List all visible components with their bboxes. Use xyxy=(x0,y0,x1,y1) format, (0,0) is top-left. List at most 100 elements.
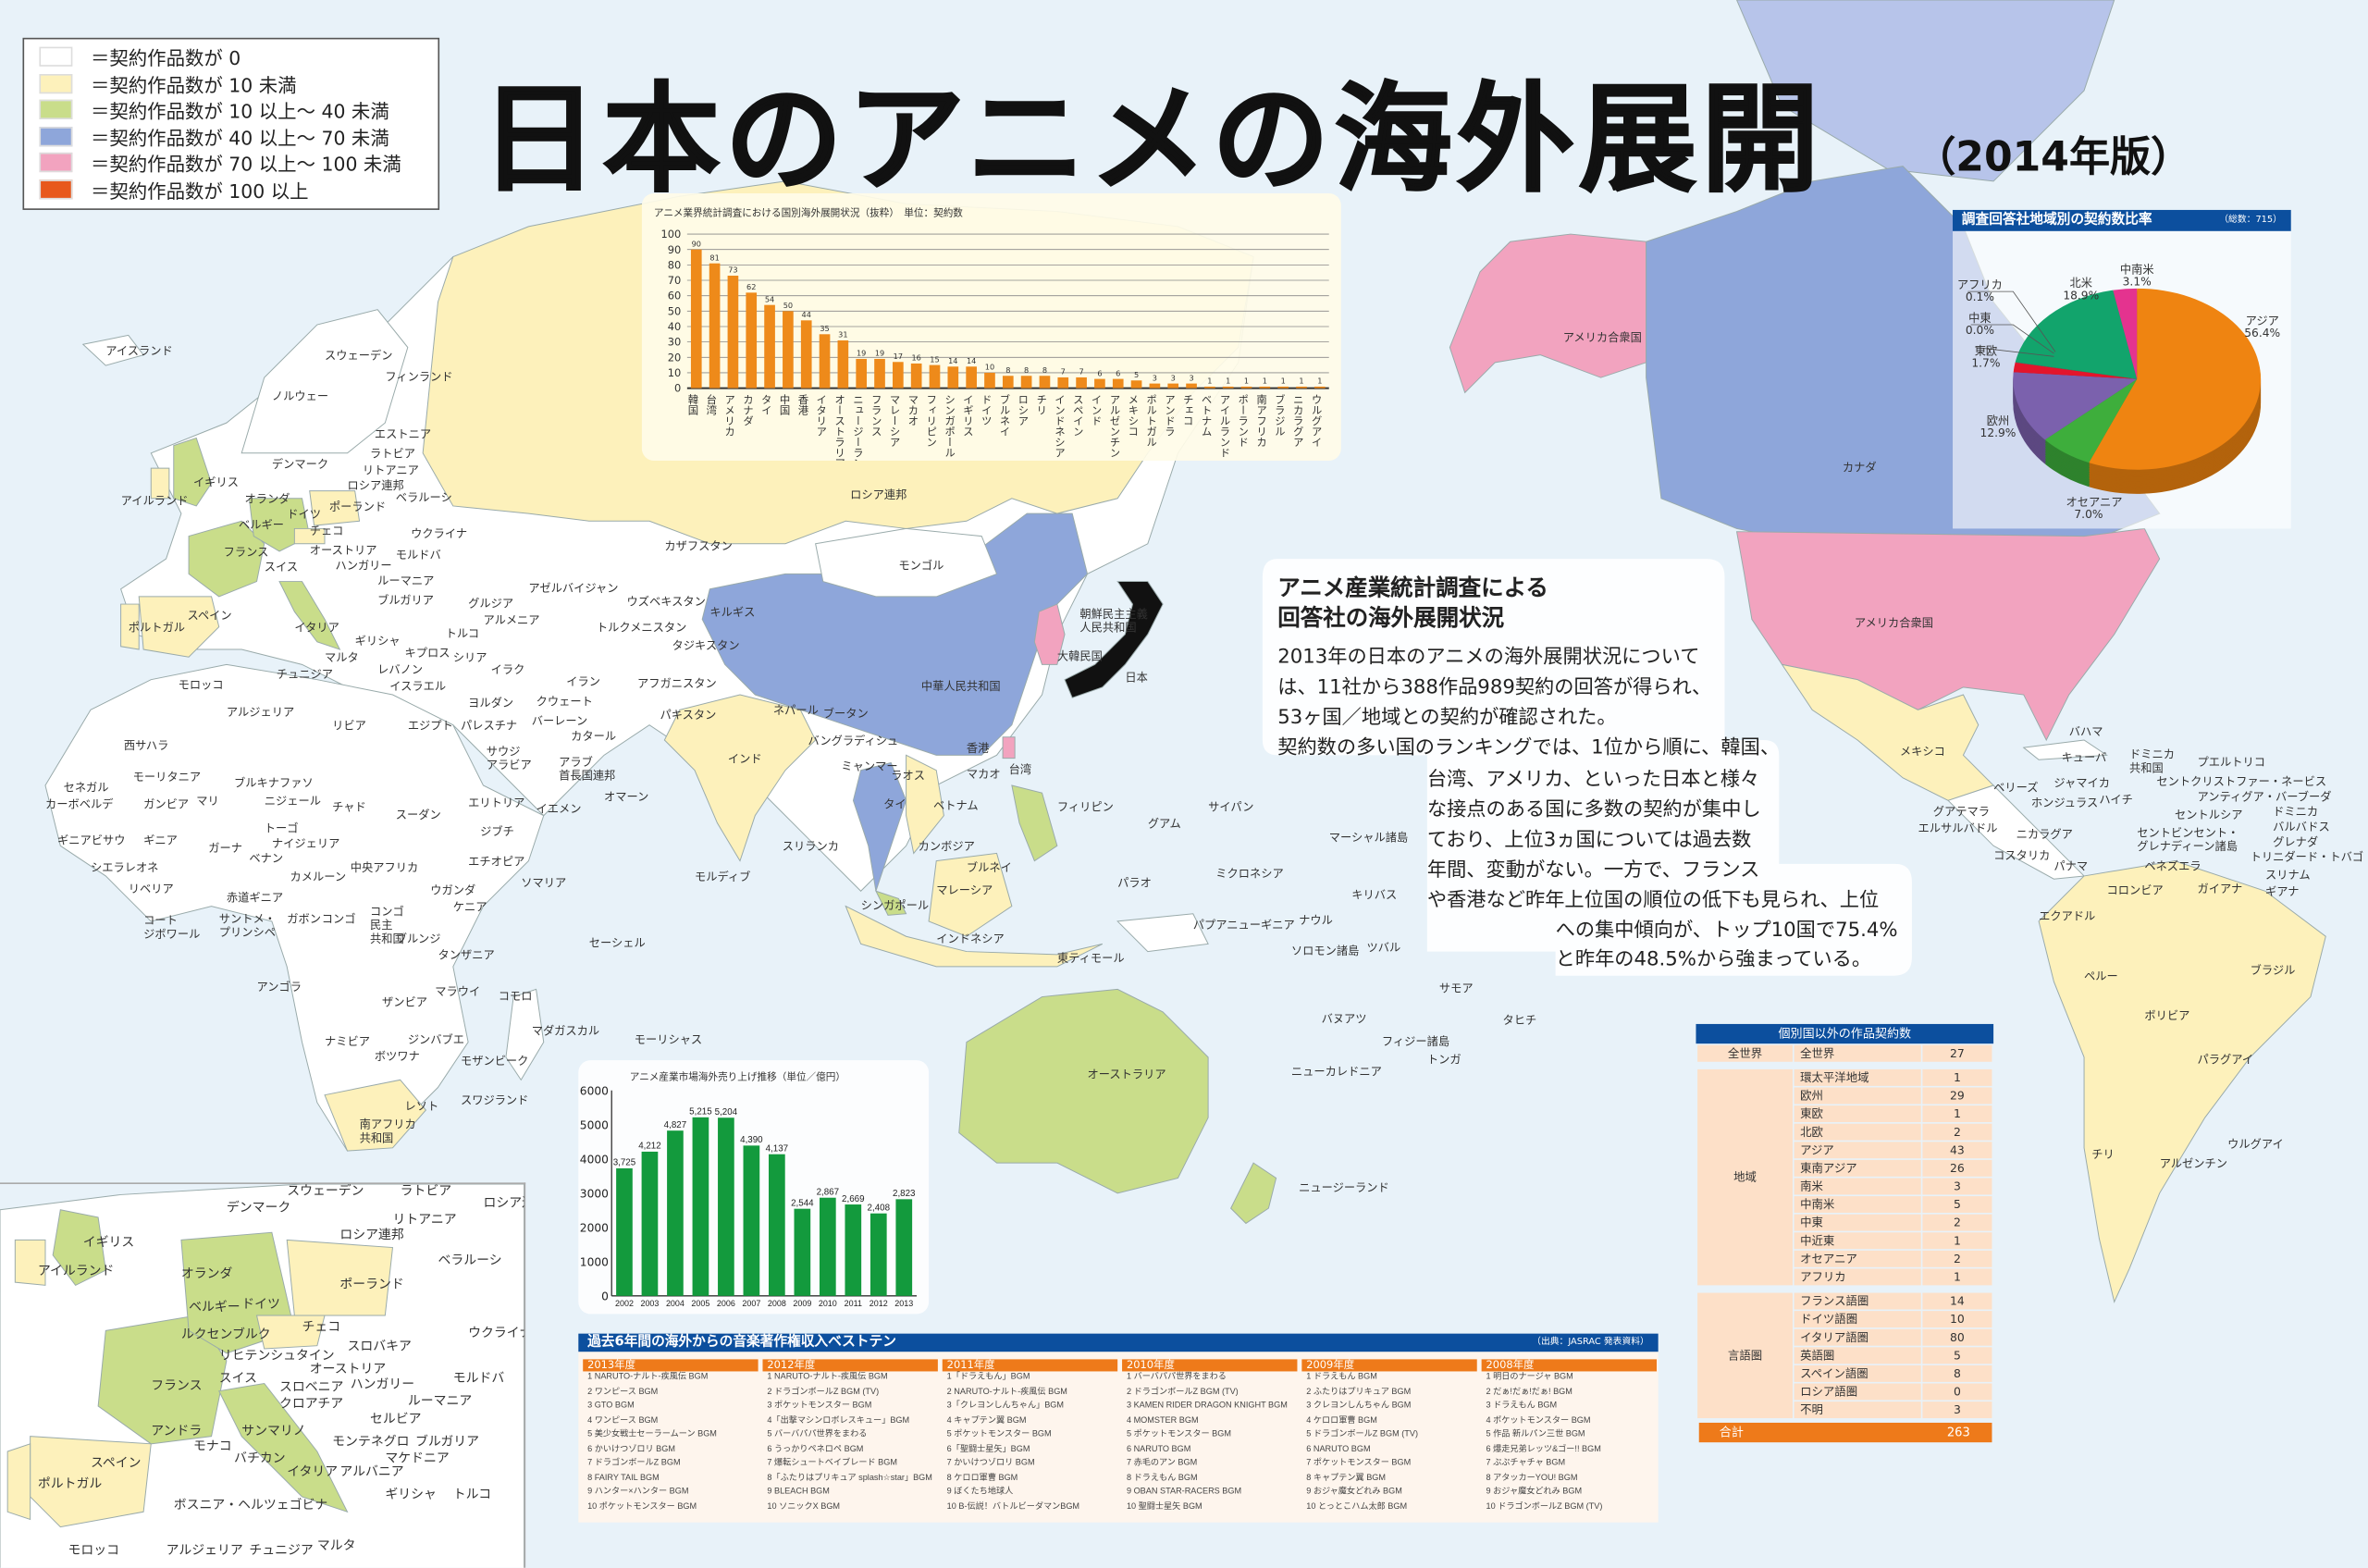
pie-chart-total: （総数：715） xyxy=(2219,214,2282,226)
country-label: カナダ xyxy=(1842,460,1877,475)
country-label: リトアニア xyxy=(362,463,419,477)
bar xyxy=(794,1208,811,1296)
ranking-item: 7 爆転シュートベイブレード BGM xyxy=(767,1459,897,1468)
item-cell: 全世界 xyxy=(1794,1044,1921,1062)
count-cell: 5 xyxy=(1922,1347,1992,1364)
y-tick-label: 100 xyxy=(661,228,682,241)
country-philippines xyxy=(1011,784,1058,862)
x-category-label: 2006 xyxy=(717,1299,735,1308)
y-tick-label: 70 xyxy=(668,274,682,287)
country-label: エチオピア xyxy=(468,855,525,869)
bar-value-label: 50 xyxy=(783,301,793,310)
country-label: グアム xyxy=(1147,817,1181,831)
ranking-item: 2 だぁ!だぁ!だぁ! BGM xyxy=(1486,1387,1572,1397)
x-category-label: 2004 xyxy=(666,1299,684,1308)
country-greenland xyxy=(1736,0,2115,182)
pie-label-name: 中東 xyxy=(1968,311,1992,326)
y-tick-label: 10 xyxy=(668,366,682,379)
country-label: ロシア連邦 xyxy=(347,478,404,493)
x-category-label: イギリス xyxy=(962,394,975,437)
x-category-label: 2011 xyxy=(845,1299,862,1308)
bar xyxy=(1296,386,1307,389)
ranking-item: 8「ふたりはプリキュア splash☆star」BGM xyxy=(767,1473,932,1483)
country-label: グレナダ xyxy=(2273,834,2319,849)
x-category-label: マカオ xyxy=(906,394,919,426)
country-label: ブルキナファソ xyxy=(234,776,314,790)
count-cell: 1 xyxy=(1922,1232,1992,1250)
item-cell: 東南アジア xyxy=(1794,1159,1921,1177)
country-label: バルバドス xyxy=(2273,820,2330,834)
x-category-label: ポーランド xyxy=(1237,394,1250,447)
country-label: セントクリストファー・ネービス xyxy=(2156,774,2327,789)
ranking-item: 5 ポケットモンスター BGM xyxy=(1126,1430,1231,1439)
summary-text-line: 2013年の日本のアニメの海外展開状況について xyxy=(1277,646,1700,670)
country-label: ノルウェー xyxy=(271,389,329,403)
ranking-year-header: 2012年度 xyxy=(762,1359,938,1372)
item-cell: ドイツ語圏 xyxy=(1794,1311,1921,1328)
ranking-item: 7 ドラゴンボールZ BGM xyxy=(587,1459,681,1468)
country-label: パラオ xyxy=(1117,875,1152,890)
country-vietnam xyxy=(906,754,944,855)
x-category-label: イタリア xyxy=(815,394,828,437)
table-total-row: 合計 263 xyxy=(1697,1422,1992,1442)
ranking-item: 9 OBAN STAR-RACERS BGM xyxy=(1126,1488,1242,1497)
country-label: グアテマラ xyxy=(1932,805,1991,819)
country-label: イエメン xyxy=(536,801,582,816)
bar-value-label: 8 xyxy=(1042,365,1047,375)
bar xyxy=(727,276,739,389)
country-label: バヌアツ xyxy=(1321,1011,1367,1026)
country-label: アゼルバイジャン xyxy=(528,581,619,596)
ranking-item: 3 ポケットモンスター BGM xyxy=(767,1401,872,1411)
bar xyxy=(929,364,941,389)
count-cell: 2 xyxy=(1922,1214,1992,1231)
ranking-item: 5 作品 新ルパン三世 BGM xyxy=(1486,1430,1585,1439)
x-category-label: 2007 xyxy=(742,1299,760,1308)
bar-value-label: 1 xyxy=(1226,377,1230,386)
country-label: 中央アフリカ xyxy=(350,860,419,875)
country-label: コンゴ xyxy=(321,912,356,926)
pie-label-name: アジア xyxy=(2245,314,2279,328)
x-category-label: アイルランド xyxy=(1218,394,1231,458)
inset-country-label: ボスニア・ヘルツェゴビナ xyxy=(173,1498,328,1513)
x-category-label: フィリピン xyxy=(925,394,938,447)
country-label: ベリーズ xyxy=(1993,781,2039,795)
inset-country-label: スペイン xyxy=(90,1455,142,1472)
count-cell: 2 xyxy=(1922,1123,1992,1141)
ranking-item: 1 ドラえもん BGM xyxy=(1306,1373,1377,1382)
country-label: タジキスタン xyxy=(672,638,740,653)
country-label: ボリビア xyxy=(2144,1008,2190,1023)
region-ratio-pie-chart: 調査回答社地域別の契約数比率 （総数：715） アジア 56.4% オセアニア 7.0… xyxy=(1953,209,2291,529)
country-label: アルジェリア xyxy=(226,705,295,720)
bar-value-label: 1 xyxy=(1207,377,1212,386)
country-label: アイスランド xyxy=(105,344,173,358)
legend-label: ＝契約作品数が 100 以上 xyxy=(90,179,309,202)
x-category-label: 2002 xyxy=(615,1299,634,1308)
country-label: ツバル xyxy=(1366,941,1401,955)
total-value: 263 xyxy=(1946,1425,1970,1439)
ranking-year-column: 2009年度 1 ドラえもん BGM 2 ふたりはプリキュア BGM 3 クレヨンしん… xyxy=(1301,1359,1477,1514)
item-cell: オセアニア xyxy=(1794,1250,1921,1267)
table-row: 東欧 1 xyxy=(1697,1105,1992,1123)
ranking-year-header: 2009年度 xyxy=(1301,1359,1477,1372)
country-label: モルドバ xyxy=(395,548,441,562)
country-label: モーリタニア xyxy=(132,770,202,784)
x-category-label: 香港 xyxy=(796,394,809,415)
table-row: 全世界 全世界 27 xyxy=(1697,1044,1992,1062)
country-australia xyxy=(958,988,1209,1194)
x-category-label: 2005 xyxy=(691,1299,709,1308)
x-category-label: シンガポール xyxy=(944,394,956,458)
country-label: 台湾 xyxy=(1008,762,1032,777)
inset-country-portugal xyxy=(6,1443,31,1521)
bar-value-label: 19 xyxy=(875,349,884,358)
country-alaska xyxy=(1449,233,1647,394)
country-label: ラオス xyxy=(891,769,925,783)
pie-slice-オセアニア xyxy=(2044,378,2138,463)
country-label: パラグアイ xyxy=(2197,1052,2254,1067)
bar-value-label: 1 xyxy=(1244,377,1249,386)
bar-value-label: 15 xyxy=(930,354,939,364)
country-label: 南アフリカ 共和国 xyxy=(359,1117,416,1145)
count-cell: 2 xyxy=(1922,1250,1992,1267)
pie-slice-欧州 xyxy=(2013,372,2138,440)
x-category-label: 韓国 xyxy=(687,394,700,415)
